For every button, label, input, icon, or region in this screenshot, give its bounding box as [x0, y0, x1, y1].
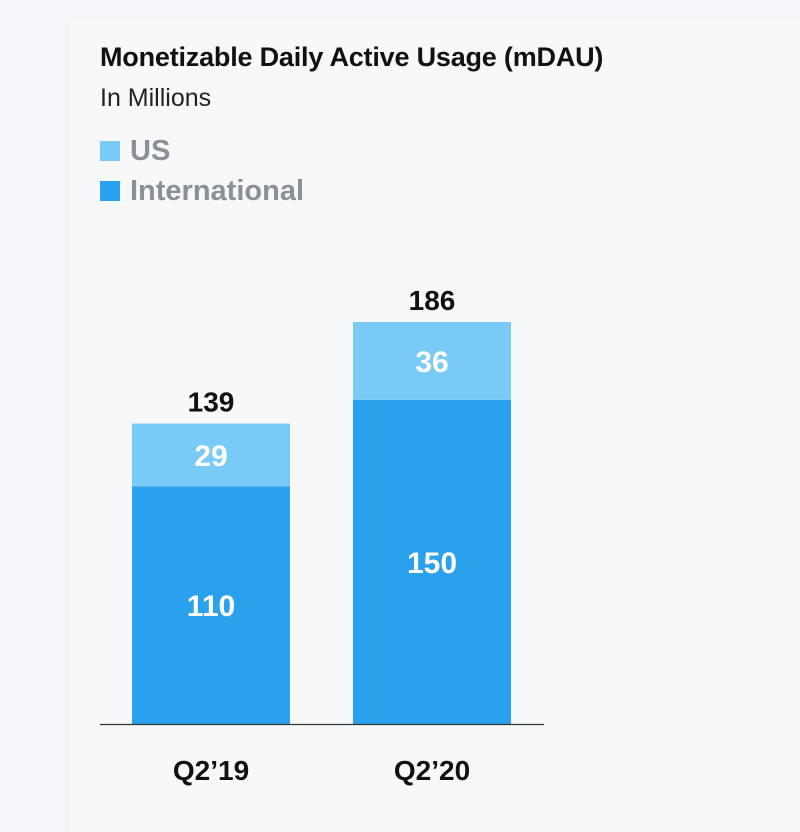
chart-subtitle: In Millions: [100, 84, 212, 112]
x-tick-label-q2-19: Q2’19: [173, 755, 249, 786]
legend-swatch-international: [100, 181, 120, 201]
bar-q2-19-us: [132, 423, 290, 487]
legend-label-international: International: [130, 174, 305, 207]
bar-q2-19-international: [132, 486, 290, 724]
total-label-q2-19: 139: [188, 387, 235, 418]
total-label-q2-20: 186: [409, 285, 456, 316]
legend-label-us: US: [130, 134, 171, 167]
bar-q2-20-us: [353, 322, 511, 400]
data-label-q2-20-us: 36: [415, 346, 448, 379]
data-label-q2-19-us: 29: [194, 440, 227, 473]
chart-title: Monetizable Daily Active Usage (mDAU): [100, 42, 604, 72]
legend-swatch-us: [100, 141, 120, 161]
x-tick-label-q2-20: Q2’20: [394, 755, 470, 786]
legend-item-international: International: [100, 174, 305, 207]
legend-item-us: US: [100, 134, 171, 167]
bar-q2-20-international: [353, 399, 511, 724]
data-label-q2-19-international: 110: [187, 590, 235, 623]
data-label-q2-20-international: 150: [407, 547, 457, 580]
